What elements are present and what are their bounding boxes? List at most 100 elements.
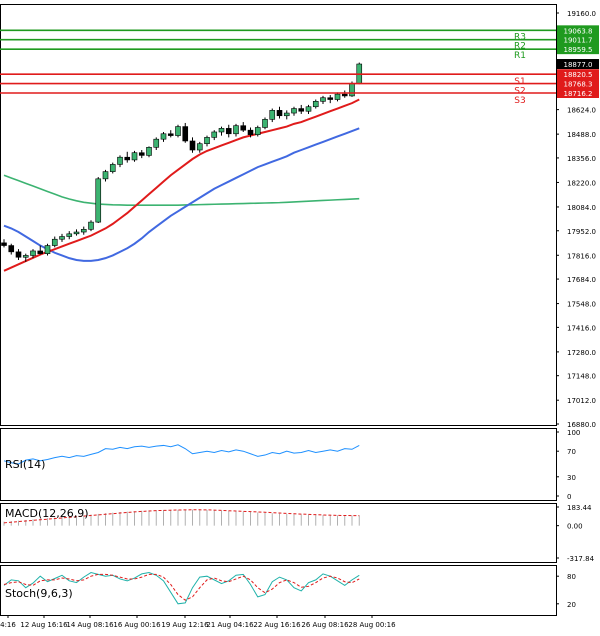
x-tick-label: 21 Aug 04:16 (206, 621, 254, 629)
candle-body (189, 140, 196, 151)
candle-body (269, 110, 276, 120)
pivot-price-tag-r1 (557, 44, 599, 55)
y-tick-label: 18624.0 (567, 107, 596, 115)
x-tick-label: 28 Aug 00:16 (348, 621, 396, 629)
pivot-price-label-s3: 18716.2 (564, 90, 593, 98)
pivot-price-tag-s3 (557, 88, 599, 99)
candle-body (334, 93, 341, 100)
candle-body (247, 129, 254, 135)
y-tick-label: 17280.0 (567, 349, 596, 357)
candle-body (254, 127, 261, 135)
stoch-label: Stoch(9,6,3) (5, 587, 73, 600)
candle-body (211, 131, 218, 138)
pivot-name-r2: R2 (514, 42, 526, 52)
candle-body (291, 108, 297, 114)
candle-body (218, 128, 225, 133)
candle-body (44, 245, 51, 254)
macd-tick-label: 183.44 (567, 504, 592, 512)
candle-body (153, 138, 160, 148)
candle-body (138, 152, 145, 156)
y-tick-label: 17816.0 (567, 252, 596, 260)
pivot-name-r3: R3 (514, 32, 526, 42)
candle-body (37, 250, 44, 254)
candle-body (51, 238, 58, 246)
candle-body (124, 156, 131, 161)
x-tick-label: 22 Aug 16:16 (253, 621, 301, 629)
rsi-panel-frame (0, 428, 557, 501)
x-tick-label: 16 Aug 00:16 (113, 621, 161, 629)
candle-body (233, 125, 239, 135)
candle-body (146, 146, 152, 156)
candle-body (66, 233, 73, 237)
y-tick-label: 18220.0 (567, 179, 596, 187)
y-tick-label: 19160.0 (567, 10, 596, 18)
candle-body (327, 97, 334, 100)
y-tick-label: 18488.0 (567, 131, 596, 139)
candle-body (59, 236, 65, 240)
candle-body (298, 108, 305, 112)
candle-body (175, 126, 181, 136)
rsi-line (3, 444, 360, 465)
pivot-name-r1: R1 (514, 51, 526, 61)
candle-body (88, 221, 94, 230)
candle-body (15, 251, 22, 258)
candle-body (160, 133, 167, 140)
pivot-name-s1: S1 (514, 77, 525, 87)
pivot-price-label-r1: 18959.5 (564, 46, 593, 54)
candle-body (80, 229, 87, 233)
macd-panel-frame (0, 503, 557, 563)
x-tick-label: 14 Aug 08:16 (66, 621, 114, 629)
main-panel-frame (0, 4, 557, 426)
pivot-name-s2: S2 (514, 87, 525, 97)
candle-body (8, 245, 15, 253)
stoch-tick-label: 80 (567, 573, 576, 581)
candle-body (30, 250, 36, 256)
candle-body (341, 93, 348, 97)
last-price-label: 18877.0 (564, 61, 593, 69)
pivot-price-label-s1: 18820.5 (564, 71, 593, 79)
pivot-price-label-r2: 19011.7 (564, 37, 593, 45)
macd-tick-label: -317.84 (567, 555, 595, 563)
pivot-price-label-r3: 19063.8 (564, 27, 593, 35)
y-tick-label: 18356.0 (567, 155, 596, 163)
ma-blue-line (3, 127, 360, 262)
rsi-tick-label: 100 (567, 429, 580, 437)
candle-body (240, 125, 247, 131)
candle-body (262, 119, 268, 128)
y-tick-label: 17548.0 (567, 301, 596, 309)
y-tick-label: 17148.0 (567, 373, 596, 381)
macd-label: MACD(12,26,9) (5, 507, 89, 520)
macd-signal-line (3, 509, 360, 524)
pivot-price-tag-s2 (557, 78, 599, 89)
y-tick-label: 17684.0 (567, 276, 596, 284)
candle-body (196, 143, 203, 151)
y-tick-label: 17012.0 (567, 397, 596, 405)
stoch-main-line (3, 571, 360, 605)
candle-body (225, 128, 232, 135)
y-tick-label: 17416.0 (567, 324, 596, 332)
candle-body (283, 112, 290, 117)
rsi-tick-label: 70 (567, 448, 576, 456)
stoch-panel-frame (0, 565, 557, 616)
candle-body (320, 97, 326, 102)
rsi-tick-label: 30 (567, 474, 576, 482)
candle-body (305, 106, 312, 112)
candle-body (167, 133, 174, 136)
pivot-price-tag-r3 (557, 25, 599, 36)
pivot-price-tag-s1 (557, 69, 599, 80)
candle-body (22, 255, 29, 258)
x-tick-label: 26 Aug 08:16 (301, 621, 349, 629)
candle-body (95, 178, 102, 223)
stoch-signal-line (3, 573, 360, 601)
ma-red-line (3, 98, 360, 272)
rsi-tick-label: 0 (567, 493, 571, 501)
pivot-price-label-s2: 18768.3 (564, 81, 593, 89)
x-tick-label: 19 Aug 12:16 (161, 621, 209, 629)
candle-body (117, 156, 123, 165)
candle-body (204, 137, 210, 144)
candle-body (312, 101, 319, 108)
candle-body (109, 164, 116, 172)
stoch-tick-label: 20 (567, 601, 576, 609)
